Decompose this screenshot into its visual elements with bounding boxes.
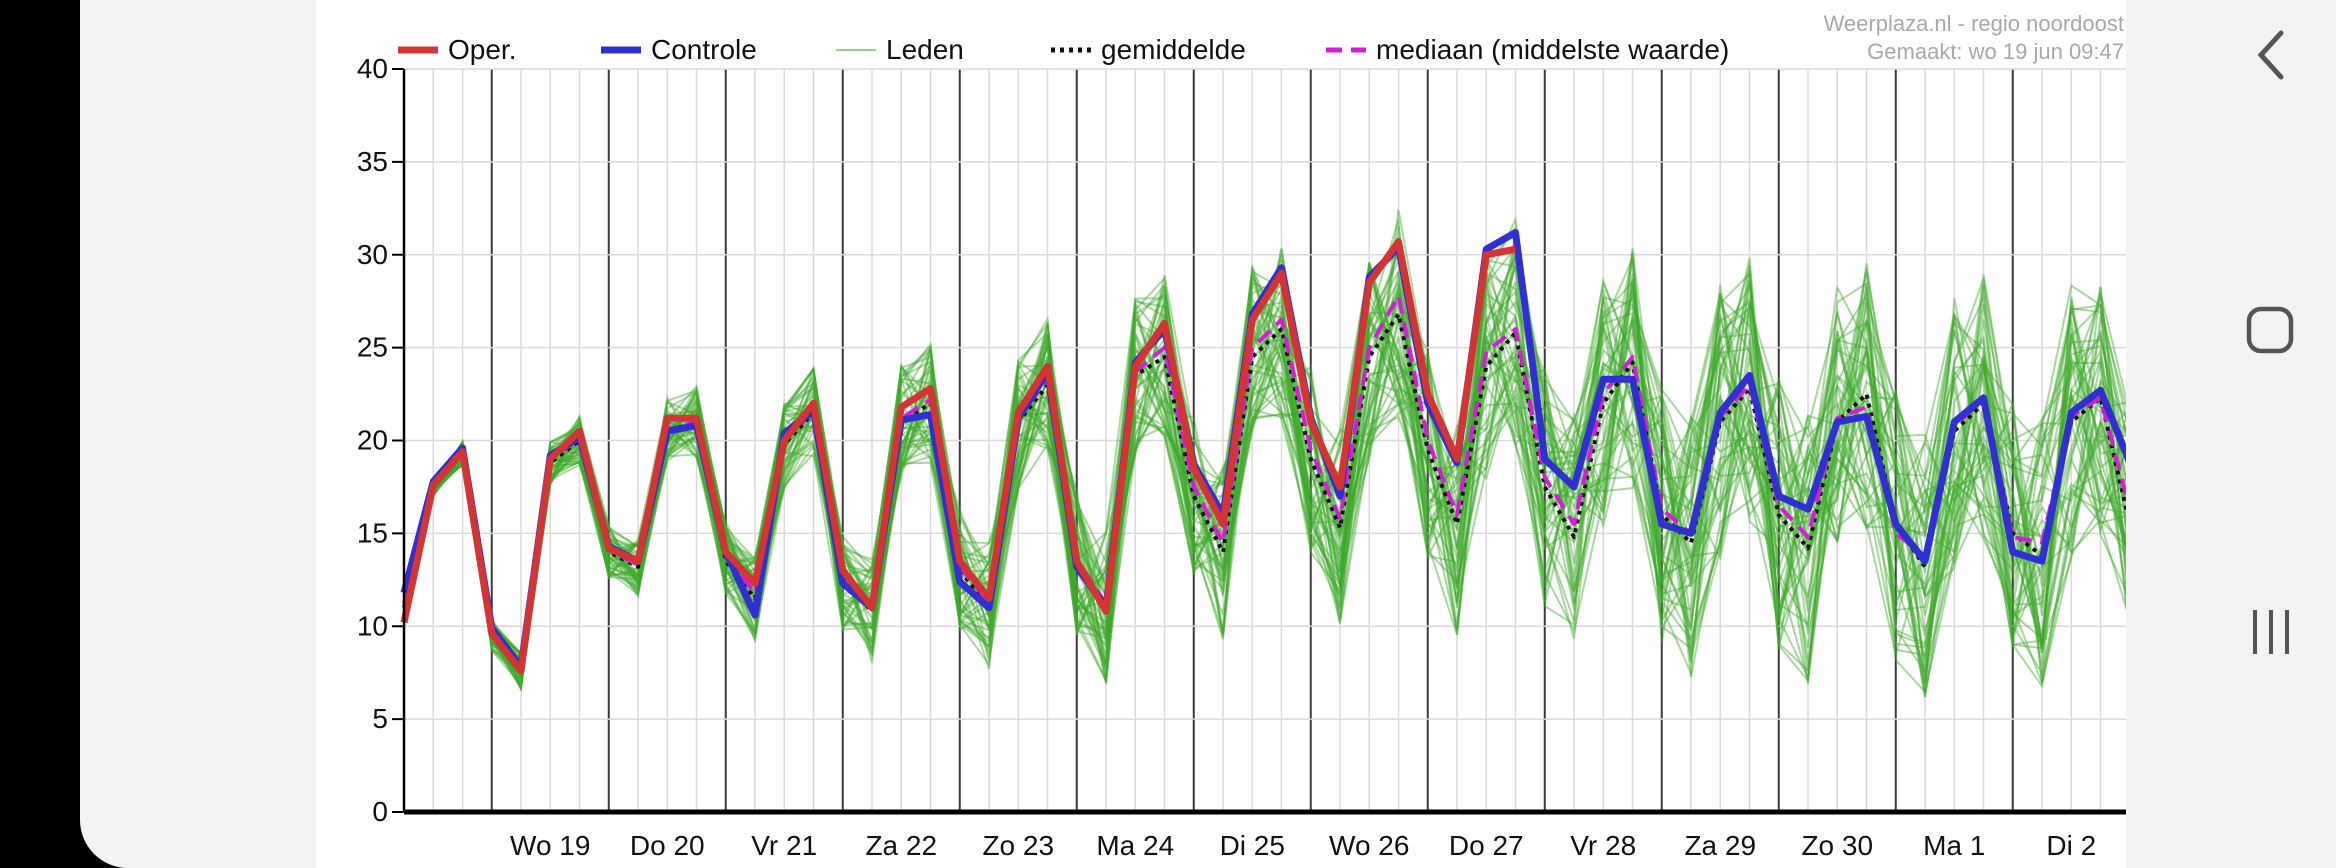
x-tick-label: Vr 21 <box>751 830 817 861</box>
leden-member-line <box>403 279 2131 666</box>
leden-member-line <box>403 261 2131 692</box>
leden-member-line <box>403 274 2131 683</box>
x-tick-label: Zo 30 <box>1801 830 1873 861</box>
series-line-oper <box>400 238 1517 675</box>
leden-member-line <box>403 268 2131 680</box>
navigation-bar <box>2206 0 2336 868</box>
leden-member-line <box>403 272 2131 689</box>
chart-panel: 0 5 10 15 20 25 30 35 40 Wo 19 Do 20 Vr 21 Za 22 Zo 2… <box>316 0 2206 868</box>
x-tick-label: Di 2 <box>2046 830 2096 861</box>
leden-member-line <box>403 263 2131 670</box>
leden-member-line <box>403 280 2131 657</box>
leden-member-line <box>403 215 2131 692</box>
leden-member-line <box>403 271 2131 663</box>
recents-button[interactable] <box>2206 577 2336 687</box>
y-tick-label: 20 <box>357 425 388 456</box>
leden-member-line <box>403 253 2131 694</box>
series-layer <box>400 229 2134 675</box>
x-tick-label: Zo 23 <box>982 830 1054 861</box>
x-tick-label: Vr 28 <box>1570 830 1636 861</box>
x-tick-label: Ma 1 <box>1923 830 1985 861</box>
x-tick-label: Za 22 <box>865 830 937 861</box>
chevron-left-icon <box>2257 30 2284 80</box>
leden-member-line <box>403 273 2131 698</box>
leden-member-line <box>403 266 2131 672</box>
y-tick-label: 30 <box>357 239 388 270</box>
axes-layer: 0 5 10 15 20 25 30 35 40 Wo 19 Do 20 Vr 21 Za 22 Zo 2… <box>357 53 2206 861</box>
source-label: Weerplaza.nl - regio noordoost <box>1824 11 2124 36</box>
y-tick-label: 10 <box>357 610 388 641</box>
x-tick-label: Ma 24 <box>1096 830 1174 861</box>
x-tick-label: Di 25 <box>1220 830 1285 861</box>
leden-member-line <box>403 236 2131 657</box>
leden-member-line <box>403 282 2131 689</box>
leden-member-line <box>403 275 2131 682</box>
app-screen: 0 5 10 15 20 25 30 35 40 Wo 19 Do 20 Vr 21 Za 22 Zo 2… <box>80 0 2206 868</box>
x-tick-label: Za 29 <box>1684 830 1756 861</box>
leden-member-line <box>403 268 2131 691</box>
made-label: Gemaakt: wo 19 jun 09:47 <box>1867 39 2124 64</box>
y-tick-label: 40 <box>357 53 388 84</box>
leden-member-line <box>403 303 2131 688</box>
leden-member-line <box>403 281 2131 685</box>
legend-label-oper: Oper. <box>448 34 516 65</box>
y-tick-label: 15 <box>357 517 388 548</box>
legend-label-mediaan: mediaan (middelste waarde) <box>1376 34 1729 65</box>
square-home-icon <box>2246 306 2294 354</box>
legend-label-controle: Controle <box>651 34 757 65</box>
back-button[interactable] <box>2206 0 2336 110</box>
leden-member-line <box>403 250 2131 664</box>
home-button[interactable] <box>2206 275 2336 385</box>
leden-member-line <box>403 294 2131 680</box>
leden-member-line <box>403 225 2131 656</box>
y-tick-label: 5 <box>372 703 388 734</box>
legend-label-gemiddelde: gemiddelde <box>1101 34 1246 65</box>
ensemble-chart: 0 5 10 15 20 25 30 35 40 Wo 19 Do 20 Vr 21 Za 22 Zo 2… <box>357 11 2206 861</box>
x-tick-label: Wo 26 <box>1329 830 1409 861</box>
leden-member-line <box>403 245 2131 690</box>
leden-member-line <box>403 266 2131 686</box>
leden-member-line <box>403 262 2131 661</box>
grid-layer <box>403 68 2128 812</box>
leden-member-line <box>403 218 2130 684</box>
legend-label-leden: Leden <box>886 34 964 65</box>
x-tick-label: Do 27 <box>1449 830 1524 861</box>
legend: Oper. Controle Leden gemiddelde mediaan (mid… <box>398 34 1729 65</box>
recents-icon <box>2253 610 2289 654</box>
x-tick-label: Do 20 <box>630 830 705 861</box>
y-tick-label: 25 <box>357 332 388 363</box>
x-tick-label: Wo 19 <box>510 830 590 861</box>
leden-member-line <box>403 278 2131 665</box>
leden-member-line <box>403 248 2131 678</box>
leden-member-line <box>403 252 2131 692</box>
y-tick-label: 0 <box>372 796 388 827</box>
leden-member-line <box>403 245 2131 668</box>
y-tick-label: 35 <box>357 146 388 177</box>
